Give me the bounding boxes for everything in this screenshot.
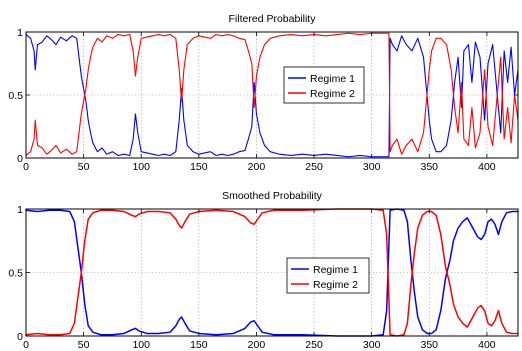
chart-0-x-tick-label-1: 50	[78, 161, 90, 173]
chart-1-x-tick-label-8: 400	[478, 339, 496, 351]
chart-0-series-line-2	[25, 32, 519, 157]
chart-0-legend-label-2: Regime 2	[310, 88, 355, 100]
chart-1-series-line-1	[25, 208, 519, 337]
chart-1-x-tick-label-2: 100	[132, 339, 150, 351]
chart-smoothed-probability: Smoothed Probability 0 50 100 150 200 250 300 35…	[8, 190, 519, 351]
chart-1-y-tick-label-2: 1	[17, 204, 23, 216]
chart-1-legend-box	[286, 257, 370, 294]
chart-1-y-tick-label-1: 0.5	[8, 268, 23, 280]
chart-0-series-line-1	[25, 33, 519, 158]
chart-1-x-tick-label-6: 300	[363, 339, 381, 351]
chart-0-legend-label-1: Regime 1	[310, 73, 355, 85]
chart-1-x-tick-label-7: 350	[421, 339, 439, 351]
chart-1-x-tick-label-0: 0	[23, 339, 29, 351]
chart-1-y-tick-label-0: 0	[17, 331, 23, 343]
chart-0-y-tick-label-1: 0.5	[8, 90, 23, 102]
chart-0-x-tick-label-0: 0	[23, 161, 29, 173]
chart-1-legend-label-2: Regime 2	[313, 279, 358, 291]
chart-0-title: Filtered Probability	[229, 13, 317, 25]
chart-0-x-tick-label-6: 300	[363, 161, 381, 173]
chart-filtered-probability: Filtered Probability 0 50 100 150 200 250 300 35…	[8, 13, 519, 173]
chart-0-legend-box	[283, 66, 365, 104]
chart-0-x-tick-label-5: 250	[305, 161, 323, 173]
chart-1-x-tick-label-4: 200	[248, 339, 266, 351]
chart-1-x-tick-label-3: 150	[190, 339, 208, 351]
chart-0-x-tick-label-2: 100	[132, 161, 150, 173]
chart-1-series-line-2	[25, 208, 519, 337]
chart-0-y-tick-label-2: 1	[17, 27, 23, 39]
chart-1-title: Smoothed Probability	[222, 190, 323, 202]
chart-0-x-tick-label-4: 200	[248, 161, 266, 173]
chart-1-x-tick-label-5: 250	[305, 339, 323, 351]
chart-0-x-tick-label-3: 150	[190, 161, 208, 173]
chart-1-legend-label-1: Regime 1	[313, 264, 358, 276]
chart-1-x-tick-label-1: 50	[78, 339, 90, 351]
chart-1-legend: Regime 1 Regime 2	[286, 257, 370, 294]
chart-0-x-tick-label-7: 350	[421, 161, 439, 173]
chart-0-y-tick-label-0: 0	[17, 153, 23, 165]
chart-0-legend: Regime 1 Regime 2	[283, 66, 365, 104]
chart-0-x-tick-label-8: 400	[478, 161, 496, 173]
